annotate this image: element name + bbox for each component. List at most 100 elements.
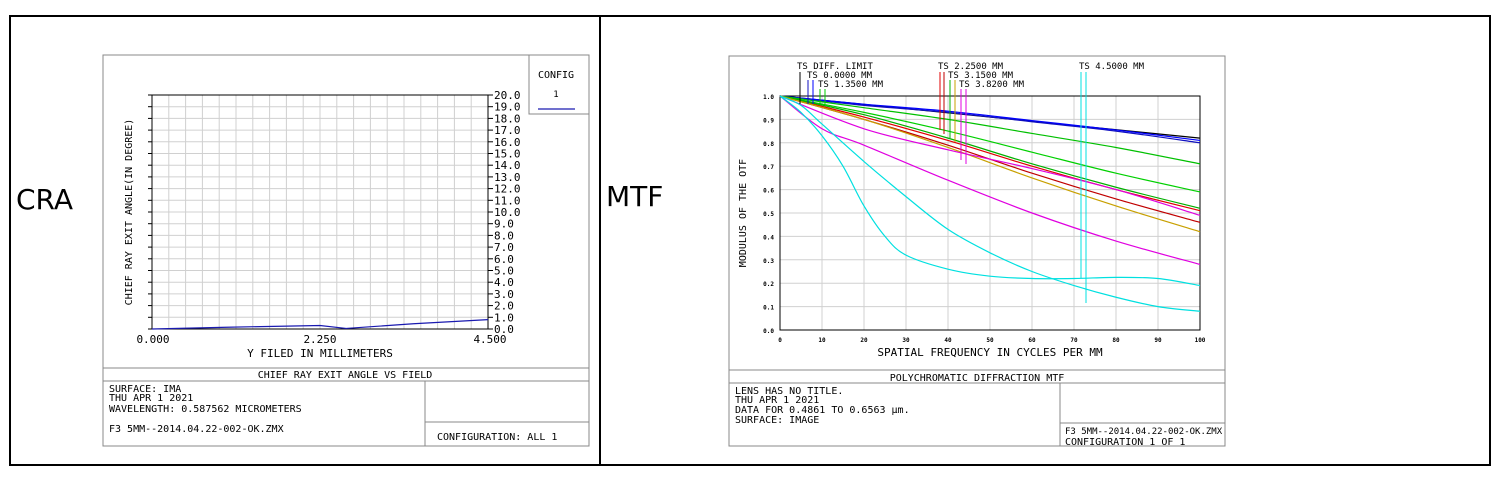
cra-y-tick-label: 2.0 — [494, 300, 514, 313]
mtf-section-label: MTF — [606, 180, 664, 213]
cra-y-tick-label: 5.0 — [494, 265, 514, 278]
cra-info-1: THU APR 1 2021 — [109, 393, 193, 404]
mtf-series-line-3 — [779, 95, 1201, 165]
cra-info-2: WAVELENGTH: 0.587562 MICROMETERS — [109, 404, 302, 415]
mtf-info-1: THU APR 1 2021 — [735, 395, 819, 406]
cra-y-tick-label: 1.0 — [494, 311, 514, 324]
cra-y-tick-label: 8.0 — [494, 229, 514, 242]
mtf-info-2: DATA FOR 0.4861 TO 0.6563 µm. — [735, 405, 910, 416]
mtf-plot-area — [779, 95, 1201, 331]
mtf-ylabel: MODULUS OF THE OTF — [738, 159, 749, 267]
cra-series — [151, 319, 489, 330]
mtf-legend-diff: TS DIFF. LIMIT — [797, 62, 873, 72]
panel-divider — [599, 15, 601, 466]
mtf-x-tick-label: 50 — [986, 337, 994, 344]
cra-y-tick-label: 14.0 — [494, 159, 521, 172]
mtf-x-tick-label: 100 — [1195, 337, 1206, 344]
mtf-x-tick-label: 80 — [1112, 337, 1120, 344]
cra-border — [102, 54, 590, 447]
cra-info-0: SURFACE: IMA — [109, 384, 181, 395]
cra-plot-title: CHIEF RAY EXIT ANGLE VS FIELD — [258, 370, 433, 381]
cra-x-tick-2: 4.500 — [473, 333, 506, 346]
mtf-series-line-10 — [779, 95, 1201, 266]
cra-y-tick-label: 6.0 — [494, 253, 514, 266]
mtf-legend-f5: TS 4.5000 MM — [1079, 62, 1145, 72]
mtf-x-tick-label: 20 — [860, 337, 868, 344]
mtf-y-tick-label: 0.2 — [763, 281, 774, 288]
cra-y-tick-label: 7.0 — [494, 241, 514, 254]
cra-y-tick-label: 15.0 — [494, 148, 521, 161]
cra-config-value: 1 — [553, 90, 558, 100]
cra-xlabel: Y FILED IN MILLIMETERS — [247, 347, 393, 360]
mtf-series — [779, 95, 1201, 312]
cra-y-tick-label: 18.0 — [494, 112, 521, 125]
mtf-y-tick-label: 0.6 — [763, 188, 774, 195]
mtf-y-tick-label: 0.0 — [763, 328, 774, 335]
cra-y-tick-label: 19.0 — [494, 101, 521, 114]
mtf-legend-f2: TS 2.2500 MM — [938, 62, 1004, 72]
mtf-x-tick-label: 10 — [818, 337, 826, 344]
mtf-y-tick-label: 0.9 — [763, 117, 774, 124]
cra-ylabel: CHIEF RAY EXIT ANGLE(IN DEGREE) — [124, 119, 135, 306]
cra-y-tick-label: 13.0 — [494, 171, 521, 184]
cra-y-tick-label: 0.0 — [494, 323, 514, 336]
cra-configuration: CONFIGURATION: ALL 1 — [437, 432, 557, 443]
mtf-y-tick-label: 0.3 — [763, 258, 774, 265]
cra-x-tick-1: 2.250 — [303, 333, 336, 346]
mtf-legend-f1: TS 1.3500 MM — [818, 80, 884, 90]
mtf-legend-f0: TS 0.0000 MM — [807, 71, 873, 81]
cra-section-label: CRA — [16, 183, 74, 216]
mtf-series-line-8 — [779, 95, 1201, 233]
mtf-y-tick-label: 0.1 — [763, 305, 774, 312]
mtf-series-line-1 — [779, 95, 1201, 144]
mtf-x-tick-label: 70 — [1070, 337, 1078, 344]
cra-y-tick-label: 16.0 — [494, 136, 521, 149]
cra-y-tick-label: 12.0 — [494, 183, 521, 196]
cra-y-tick-label: 10.0 — [494, 206, 521, 219]
mtf-x-tick-label: 60 — [1028, 337, 1036, 344]
mtf-x-tick-label: 40 — [944, 337, 952, 344]
cra-y-tick-label: 3.0 — [494, 288, 514, 301]
mtf-ticks: 0.0 0.1 0.2 0.3 0.4 0.5 0.6 0.7 0.8 0.9 1.0 0 10 20 30… — [763, 94, 1206, 344]
mtf-series-line-2 — [779, 95, 1201, 142]
cra-series-line — [151, 319, 489, 330]
mtf-xlabel: SPATIAL FREQUENCY IN CYCLES PER MM — [877, 346, 1103, 359]
figure-frame — [9, 15, 1491, 466]
mtf-y-tick-label: 1.0 — [763, 94, 774, 101]
mtf-plot-title: POLYCHROMATIC DIFFRACTION MTF — [890, 373, 1065, 384]
mtf-y-tick-label: 0.5 — [763, 211, 774, 218]
cra-y-tick-label: 4.0 — [494, 276, 514, 289]
mtf-x-tick-label: 0 — [778, 337, 782, 344]
mtf-border — [728, 55, 1226, 447]
cra-y-tick-label: 11.0 — [494, 194, 521, 207]
cra-config-title: CONFIG — [538, 70, 574, 81]
cra-config-box — [528, 54, 590, 115]
mtf-info-0: LENS HAS NO TITLE. — [735, 386, 843, 397]
cra-y-ticks: 0.01.02.03.04.05.06.07.08.09.010.011.012… — [148, 89, 521, 336]
mtf-legend-leaders — [799, 72, 1087, 303]
cra-panel: CONFIG 1 0.01.02.03.04.05.06.07.08.09.01… — [102, 54, 590, 447]
mtf-y-tick-label: 0.8 — [763, 141, 774, 148]
mtf-grid — [780, 96, 1200, 330]
mtf-panel: 0.0 0.1 0.2 0.3 0.4 0.5 0.6 0.7 0.8 0.9 1.0 0 10 20 30… — [728, 55, 1226, 448]
cra-x-tick-0: 0.000 — [136, 333, 169, 346]
mtf-x-tick-label: 30 — [902, 337, 910, 344]
mtf-series-line-4 — [779, 95, 1201, 193]
cra-grid — [152, 95, 488, 329]
cra-y-tick-label: 17.0 — [494, 124, 521, 137]
mtf-series-line-11 — [779, 95, 1201, 287]
mtf-info-3: SURFACE: IMAGE — [735, 415, 819, 426]
cra-y-tick-label: 20.0 — [494, 89, 521, 102]
mtf-filename: F3 5MM--2014.04.22-002-OK.ZMX — [1065, 427, 1223, 437]
mtf-legend-f3: TS 3.1500 MM — [948, 71, 1014, 81]
mtf-legend-f4: TS 3.8200 MM — [959, 80, 1025, 90]
mtf-y-tick-label: 0.7 — [763, 164, 774, 171]
cra-y-tick-label: 9.0 — [494, 218, 514, 231]
mtf-series-line-9 — [779, 95, 1201, 216]
mtf-configuration: CONFIGURATION 1 OF 1 — [1065, 437, 1185, 448]
mtf-series-line-12 — [779, 95, 1201, 312]
cra-filename: F3 5MM--2014.04.22-002-OK.ZMX — [109, 424, 284, 435]
mtf-series-line-7 — [779, 95, 1201, 209]
mtf-y-tick-label: 0.4 — [763, 234, 774, 241]
